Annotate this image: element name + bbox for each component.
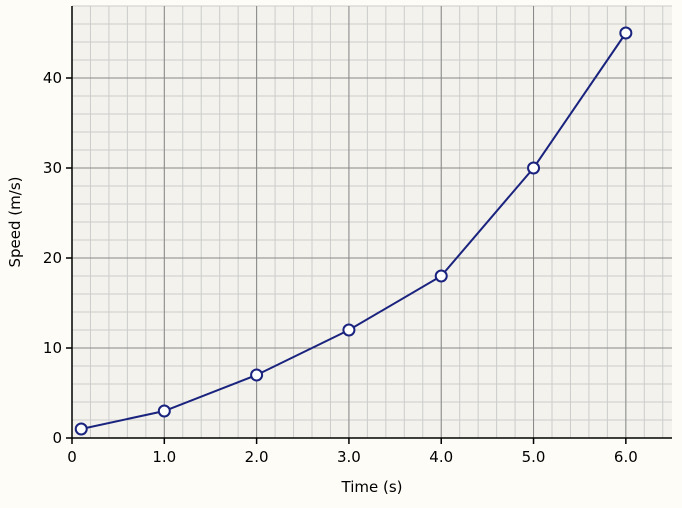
x-tick-label: 2.0: [245, 448, 269, 466]
x-tick-label: 0: [67, 448, 77, 466]
x-tick-label: 1.0: [152, 448, 176, 466]
y-tick-label: 0: [52, 429, 62, 447]
x-tick-label: 4.0: [429, 448, 453, 466]
data-marker: [528, 163, 539, 174]
data-marker: [159, 406, 170, 417]
data-marker: [343, 325, 354, 336]
y-tick-label: 40: [43, 69, 62, 87]
data-marker: [620, 28, 631, 39]
x-tick-label: 6.0: [614, 448, 638, 466]
data-marker: [251, 370, 262, 381]
y-tick-label: 10: [43, 339, 62, 357]
y-tick-labels: 0 10 20 30 40: [43, 69, 72, 447]
y-tick-label: 20: [43, 249, 62, 267]
x-tick-label: 5.0: [522, 448, 546, 466]
data-marker: [436, 271, 447, 282]
speed-time-chart: 0 1.0 2.0 3.0 4.0 5.0 6.0 0 10 20 30 40 Time (s) Spee…: [0, 0, 682, 508]
y-tick-label: 30: [43, 159, 62, 177]
chart-svg: 0 1.0 2.0 3.0 4.0 5.0 6.0 0 10 20 30 40 Time (s) Spee…: [0, 0, 682, 508]
x-tick-label: 3.0: [337, 448, 361, 466]
x-tick-labels: 0 1.0 2.0 3.0 4.0 5.0 6.0: [67, 438, 638, 466]
y-axis-title: Speed (m/s): [6, 177, 24, 268]
x-axis-title: Time (s): [341, 478, 403, 496]
data-marker: [76, 424, 87, 435]
